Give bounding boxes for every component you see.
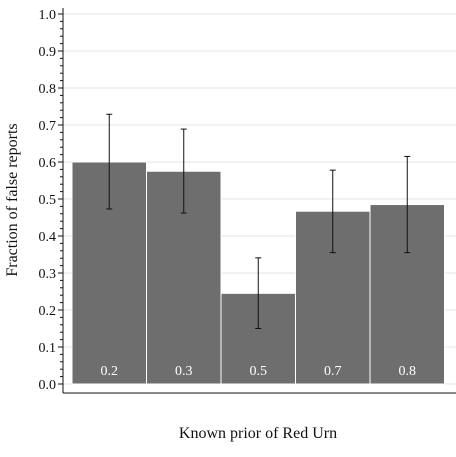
category-label: 0.3 [175, 364, 193, 379]
y-tick-label: 0.4 [39, 230, 57, 245]
y-tick-label: 0.9 [39, 45, 57, 60]
y-tick-label: 0.1 [39, 341, 57, 356]
y-tick-label: 0.5 [39, 193, 57, 208]
category-label: 0.7 [324, 364, 342, 379]
y-tick-label: 0.3 [39, 267, 57, 282]
bar-labels: 0.2 0.3 0.5 0.7 0.8 [101, 364, 417, 379]
category-label: 0.8 [399, 364, 417, 379]
y-tick-label: 1.0 [39, 8, 57, 23]
y-ticks: 0.0 0.1 0.2 0.3 0.4 0.5 0.6 0.7 0.8 0.9 1.0 [39, 8, 63, 393]
category-label: 0.2 [101, 364, 119, 379]
y-tick-label: 0.0 [39, 378, 57, 393]
axes [62, 8, 456, 394]
category-label: 0.5 [250, 364, 268, 379]
bars [71, 161, 445, 385]
error-bars [106, 113, 411, 329]
y-axis-label: Fraction of false reports [4, 123, 21, 276]
y-tick-label: 0.8 [39, 82, 57, 97]
y-tick-label: 0.6 [39, 156, 57, 171]
y-tick-label: 0.7 [39, 119, 57, 134]
x-axis-label: Known prior of Red Urn [179, 425, 337, 442]
y-tick-label: 0.2 [39, 304, 57, 319]
